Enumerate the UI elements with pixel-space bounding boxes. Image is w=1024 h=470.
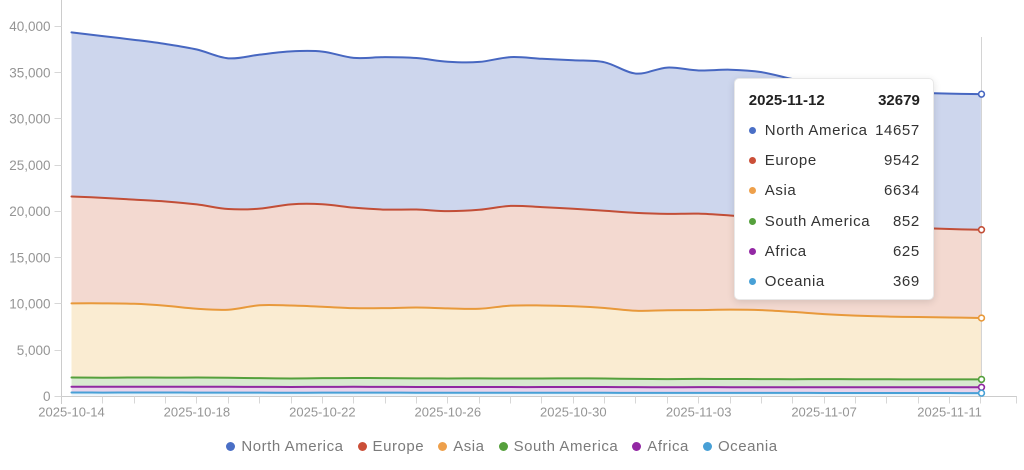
svg-text:2025-11-11: 2025-11-11	[917, 405, 982, 420]
svg-text:2025-10-18: 2025-10-18	[164, 405, 231, 420]
svg-text:40,000: 40,000	[9, 19, 50, 34]
svg-text:20,000: 20,000	[9, 204, 50, 219]
svg-text:10,000: 10,000	[9, 297, 50, 312]
svg-text:2025-11-07: 2025-11-07	[791, 405, 857, 420]
svg-text:0: 0	[43, 389, 51, 404]
svg-text:2025-10-30: 2025-10-30	[540, 405, 607, 420]
svg-text:2025-11-03: 2025-11-03	[666, 405, 732, 420]
svg-text:2025-10-26: 2025-10-26	[415, 405, 482, 420]
svg-text:5,000: 5,000	[17, 343, 51, 358]
svg-text:25,000: 25,000	[9, 158, 50, 173]
svg-text:2025-10-22: 2025-10-22	[289, 405, 356, 420]
svg-text:30,000: 30,000	[9, 112, 50, 127]
svg-text:15,000: 15,000	[9, 250, 50, 265]
svg-text:35,000: 35,000	[9, 65, 50, 80]
svg-text:2025-10-14: 2025-10-14	[38, 405, 105, 420]
